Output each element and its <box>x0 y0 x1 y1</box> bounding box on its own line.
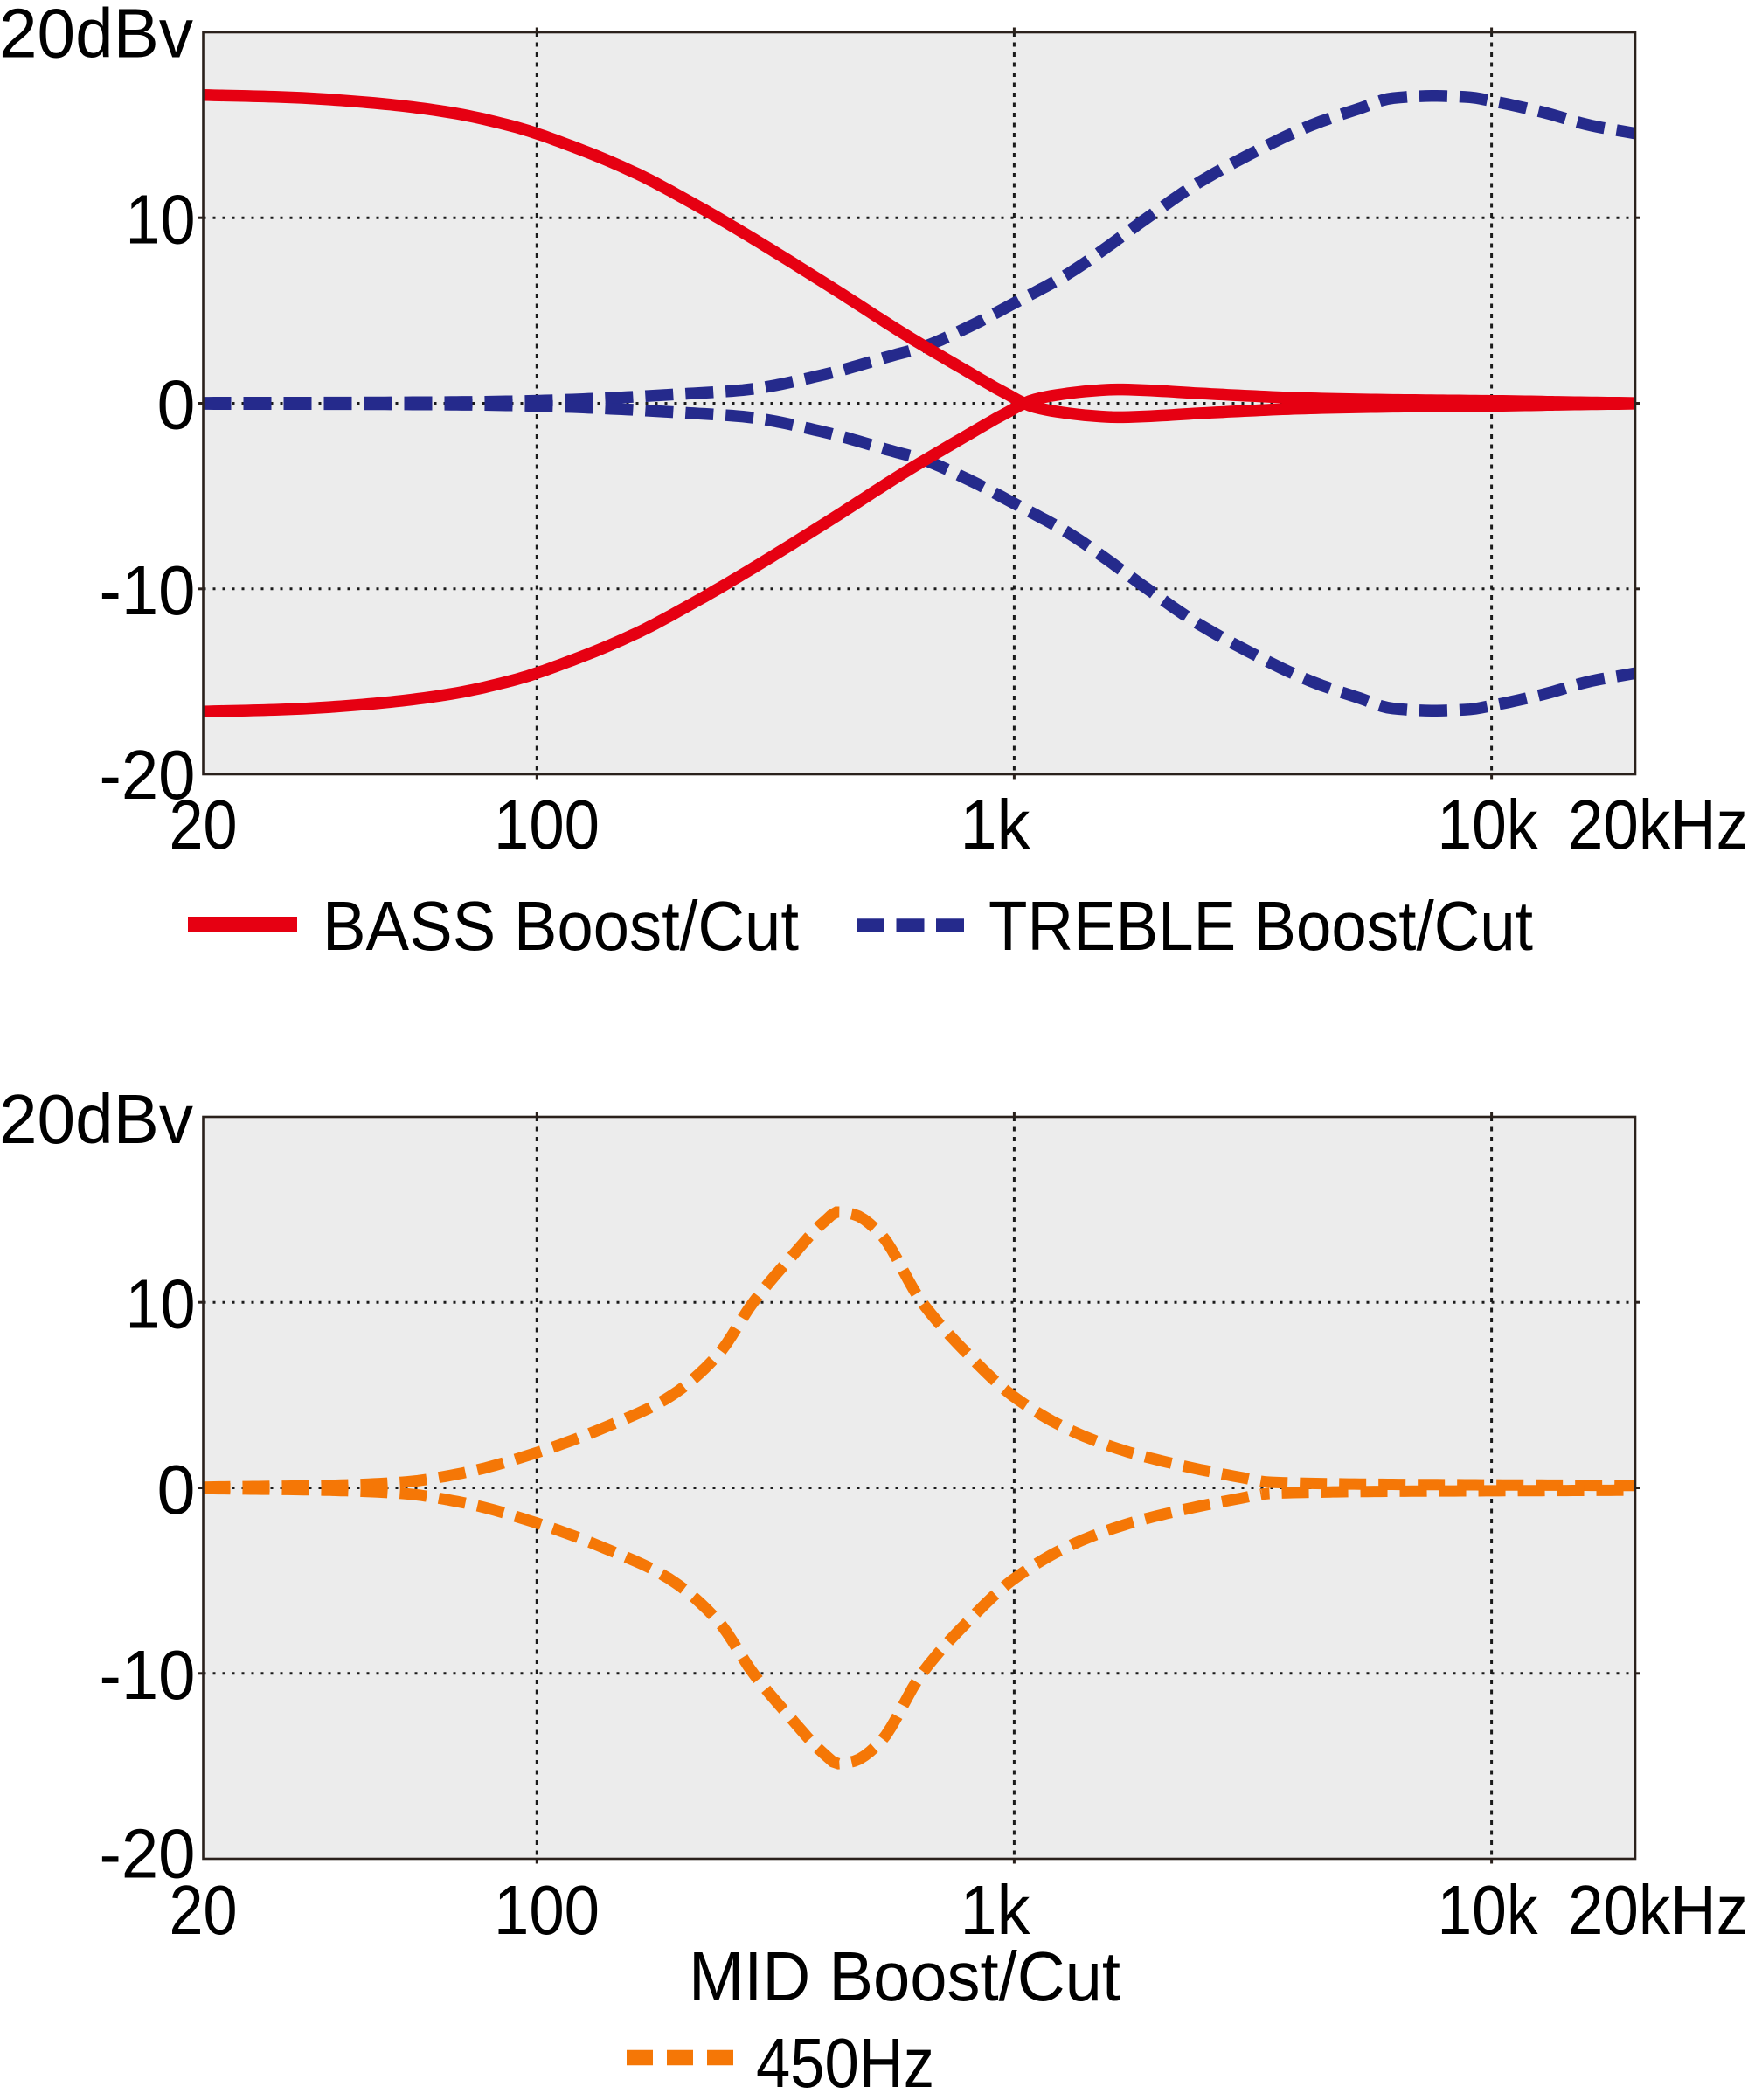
svg-text:20dBv: 20dBv <box>0 1080 193 1158</box>
svg-text:MID Boost/Cut: MID Boost/Cut <box>689 1937 1120 2015</box>
svg-text:20kHz: 20kHz <box>1568 786 1748 863</box>
svg-text:20: 20 <box>170 1871 238 1949</box>
svg-text:100: 100 <box>494 786 600 863</box>
svg-text:20: 20 <box>170 786 238 863</box>
svg-text:100: 100 <box>494 1871 600 1949</box>
svg-text:BASS Boost/Cut: BASS Boost/Cut <box>323 887 799 965</box>
svg-text:10: 10 <box>126 180 196 258</box>
svg-text:TREBLE Boost/Cut: TREBLE Boost/Cut <box>988 887 1533 965</box>
svg-text:1k: 1k <box>961 786 1031 863</box>
svg-text:10k: 10k <box>1438 1871 1539 1949</box>
svg-text:0: 0 <box>157 1451 196 1528</box>
svg-text:20kHz: 20kHz <box>1568 1871 1748 1949</box>
svg-text:10k: 10k <box>1438 786 1539 863</box>
svg-text:1k: 1k <box>961 1871 1031 1949</box>
svg-text:0: 0 <box>157 366 196 444</box>
svg-text:-10: -10 <box>100 1636 196 1714</box>
svg-text:-20: -20 <box>100 736 196 814</box>
svg-text:-10: -10 <box>100 551 196 629</box>
svg-text:20dBv: 20dBv <box>0 0 193 73</box>
svg-text:10: 10 <box>126 1265 196 1342</box>
svg-text:450Hz: 450Hz <box>756 2024 934 2100</box>
svg-text:-20: -20 <box>100 1815 196 1893</box>
